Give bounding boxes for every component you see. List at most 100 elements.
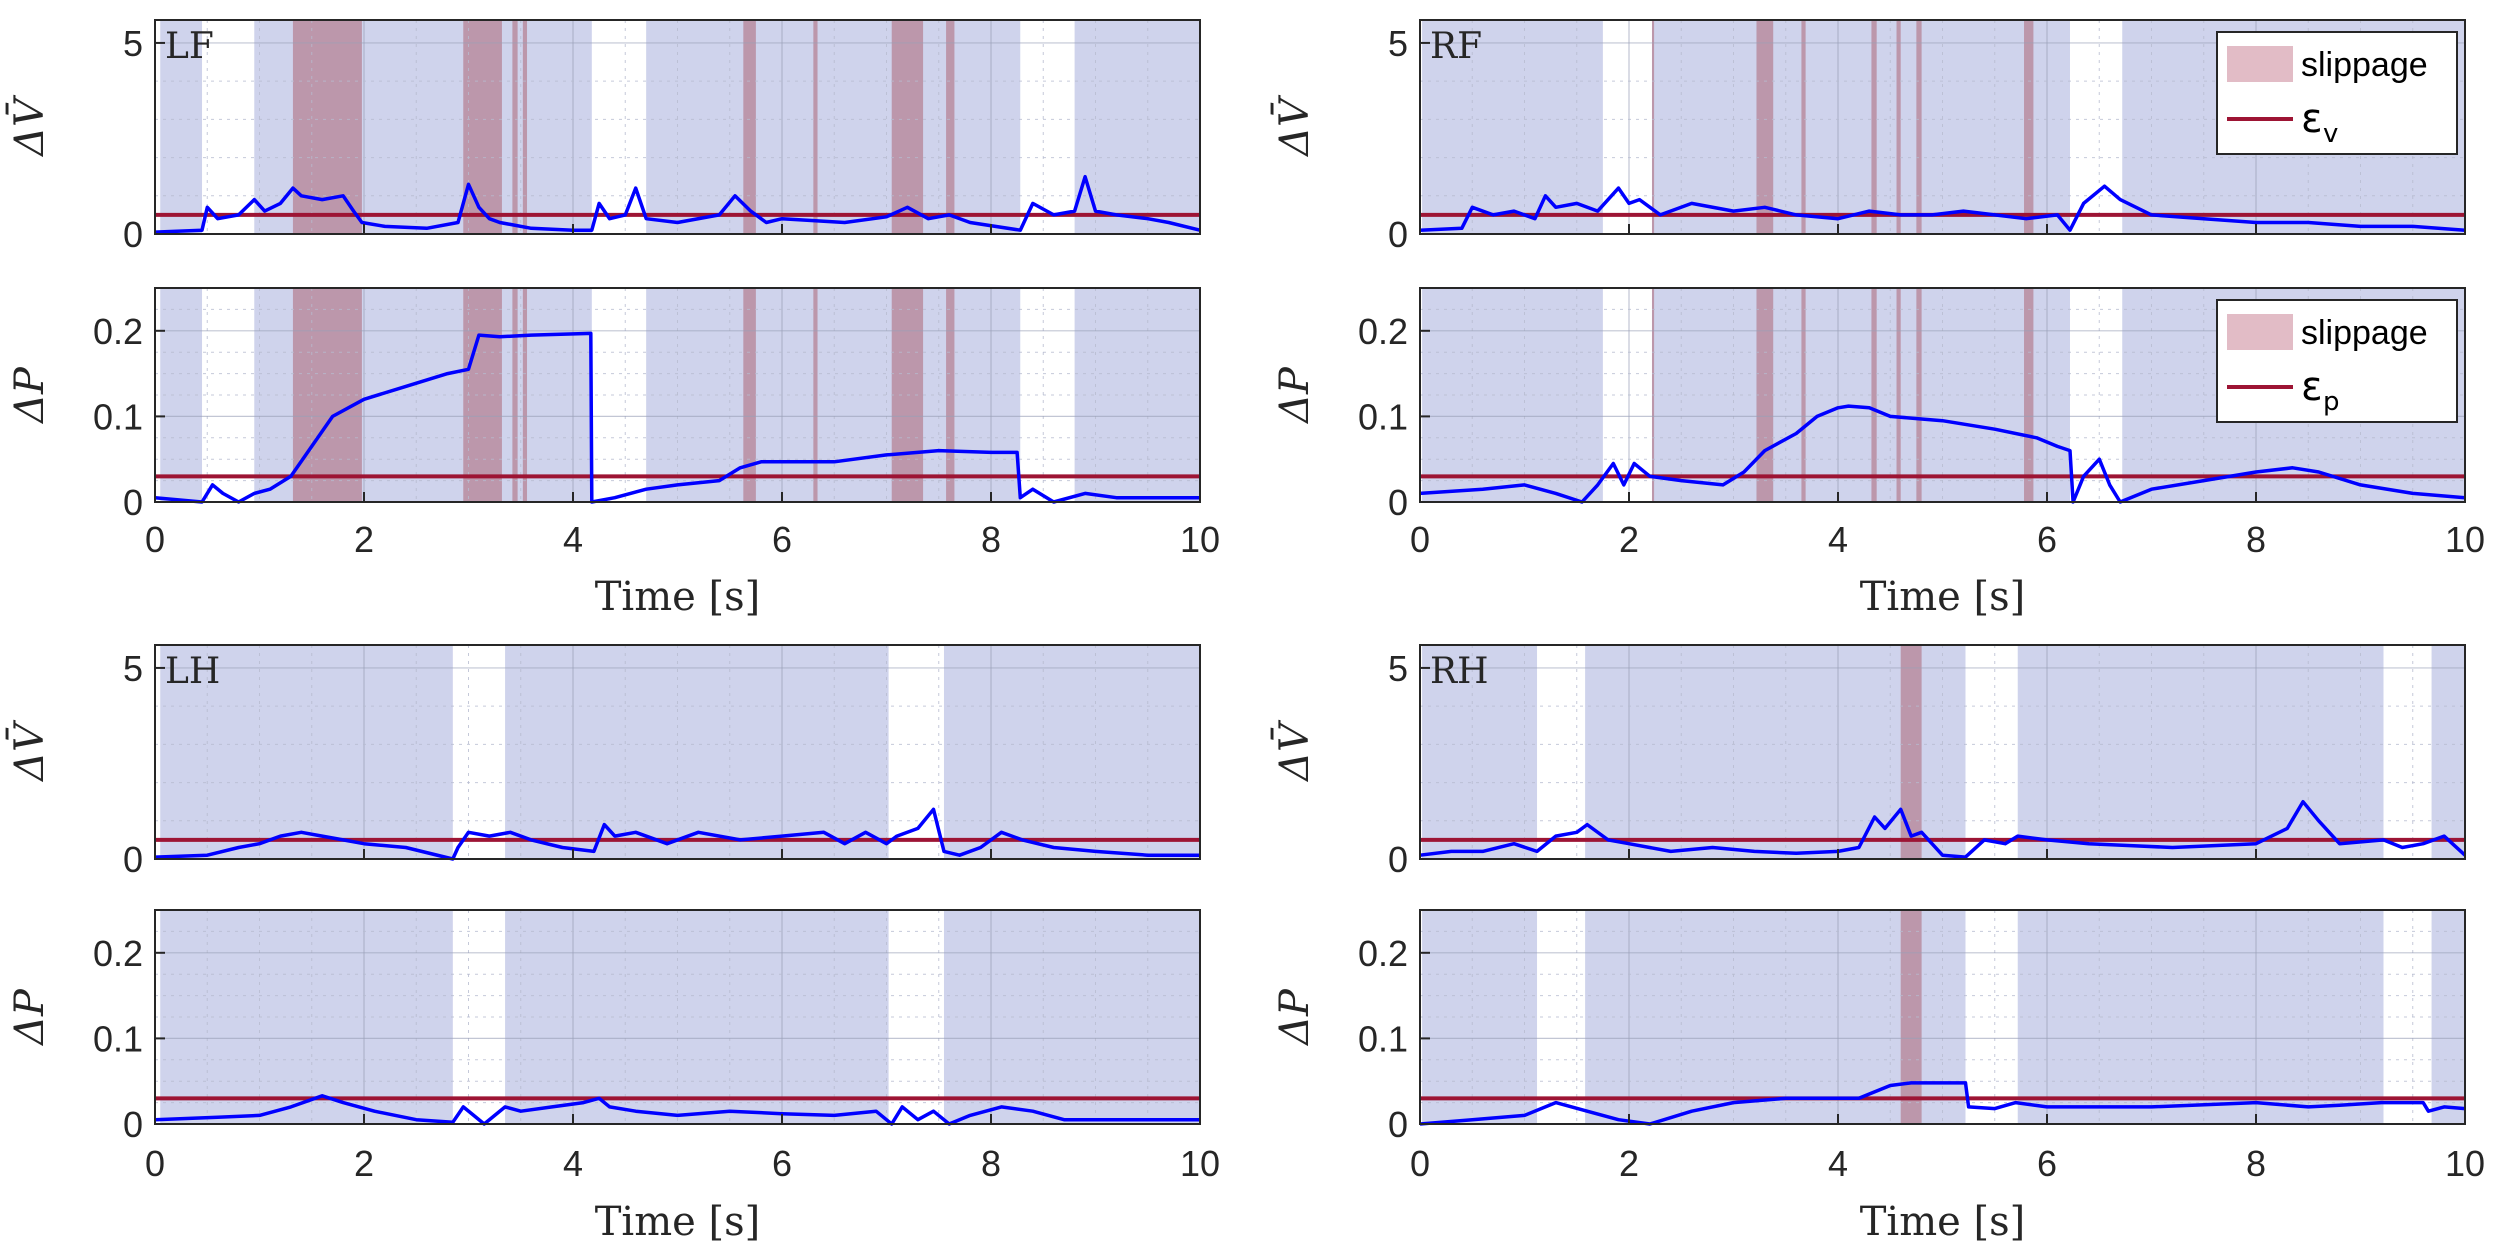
axes-frame bbox=[154, 644, 1201, 860]
axes-lf-bottom: 0 2 4 6 8 10 0 0.1 0.2 ΔP bbox=[7, 287, 1220, 560]
x-tick-label: 8 bbox=[981, 1143, 1001, 1184]
panel-lf: 0 5 ΔV̄ LF 0 2 4 6 8 10 0 0.1 0.2 ΔP Time [s] bbox=[6, 19, 1220, 620]
x-tick-label: 10 bbox=[2445, 519, 2485, 560]
slippage-band bbox=[1651, 20, 1655, 234]
axes-frame bbox=[1419, 909, 2466, 1125]
x-tick-label: 8 bbox=[2246, 1143, 2266, 1184]
signal-line bbox=[1419, 404, 2466, 504]
legend-epsilon-symbol: ε bbox=[2301, 364, 2323, 410]
slippage-band bbox=[1896, 288, 1901, 502]
axes-rf-bottom: 0 2 4 6 8 10 0 0.1 0.2 ΔP slippage ε p bbox=[1272, 287, 2485, 560]
axes-frame bbox=[1419, 287, 2466, 503]
y-tick-label: 0.1 bbox=[1358, 1018, 1408, 1059]
y-tick-label: 0.1 bbox=[93, 1018, 143, 1059]
slippage-band bbox=[891, 20, 924, 234]
axes-lf-top: 0 5 ΔV̄ LF bbox=[6, 19, 1201, 255]
signal-line bbox=[154, 807, 1200, 861]
axes-frame bbox=[154, 19, 1201, 235]
legend-epsilon-symbol: ε bbox=[2301, 96, 2323, 142]
leg-label: RF bbox=[1430, 26, 1482, 67]
y-tick-label: 5 bbox=[123, 23, 143, 64]
axes-lh-top: 0 5 ΔV̄ LH bbox=[6, 644, 1201, 880]
y-tick-label: 0 bbox=[1388, 214, 1408, 255]
x-axis-label: Time [s] bbox=[595, 1199, 761, 1245]
stance-phase-band bbox=[505, 645, 889, 859]
x-tick-label: 10 bbox=[1180, 1143, 1220, 1184]
axes-rh-top: 0 5 ΔV̄ RH bbox=[1271, 644, 2467, 880]
legend: slippage ε p bbox=[2216, 299, 2458, 423]
y-tick-label: 0 bbox=[123, 1104, 143, 1145]
x-axis-label: Time [s] bbox=[1860, 1199, 2026, 1245]
legend: slippage ε v bbox=[2216, 31, 2458, 155]
leg-label: LH bbox=[165, 651, 220, 692]
slippage-band bbox=[1916, 20, 1922, 234]
x-tick-label: 10 bbox=[1180, 519, 1220, 560]
signal-line bbox=[154, 1094, 1200, 1126]
legend-epsilon-subscript: v bbox=[2323, 119, 2338, 149]
stance-phase-band bbox=[2431, 645, 2465, 859]
slippage-band bbox=[1756, 20, 1774, 234]
signal-line bbox=[1419, 1081, 2466, 1126]
axes-frame bbox=[1419, 644, 2466, 860]
y-tick-label: 0 bbox=[123, 214, 143, 255]
y-axis-label: ΔP bbox=[7, 366, 53, 425]
slippage-band bbox=[813, 20, 818, 234]
y-tick-label: 5 bbox=[123, 648, 143, 689]
y-tick-label: 0 bbox=[123, 482, 143, 523]
legend-epsilon-subscript: p bbox=[2323, 387, 2340, 417]
stance-phase-band bbox=[1651, 20, 2070, 234]
x-tick-label: 6 bbox=[772, 1143, 792, 1184]
leg-label: LF bbox=[165, 26, 214, 67]
slippage-band bbox=[813, 288, 818, 502]
x-tick-label: 4 bbox=[563, 519, 583, 560]
y-tick-label: 0.2 bbox=[1358, 311, 1408, 352]
legend-slippage-label: slippage bbox=[2301, 46, 2428, 84]
x-tick-label: 4 bbox=[1828, 1143, 1848, 1184]
slippage-band bbox=[1896, 20, 1901, 234]
slippage-band bbox=[1871, 288, 1877, 502]
slippage-band bbox=[1900, 645, 1922, 859]
legend-slippage-swatch bbox=[2227, 314, 2293, 350]
axes-rf-top: 0 5 ΔV̄ RF slippage ε v bbox=[1271, 19, 2466, 255]
x-tick-label: 10 bbox=[2445, 1143, 2485, 1184]
slippage-band bbox=[1871, 20, 1877, 234]
axes-frame bbox=[154, 287, 1201, 503]
y-tick-label: 0.2 bbox=[1358, 933, 1408, 974]
y-axis-label: ΔV̄ bbox=[1271, 94, 1318, 158]
leg-label: RH bbox=[1430, 651, 1489, 692]
y-axis-label: ΔV̄ bbox=[1271, 719, 1318, 783]
x-tick-label: 0 bbox=[145, 519, 165, 560]
slippage-band bbox=[292, 20, 362, 234]
x-tick-label: 0 bbox=[145, 1143, 165, 1184]
legend-slippage-label: slippage bbox=[2301, 314, 2428, 352]
x-tick-label: 2 bbox=[354, 519, 374, 560]
signal-line bbox=[154, 174, 1201, 234]
legend-slippage-swatch bbox=[2227, 46, 2293, 82]
x-tick-label: 0 bbox=[1410, 519, 1430, 560]
x-tick-label: 0 bbox=[1410, 1143, 1430, 1184]
x-tick-label: 6 bbox=[772, 519, 792, 560]
stance-phase-band bbox=[646, 20, 1021, 234]
signal-line bbox=[1419, 184, 2466, 232]
y-tick-label: 0.2 bbox=[93, 933, 143, 974]
panel-lh: 0 5 ΔV̄ LH 0 2 4 6 8 10 0 0.1 0.2 ΔP Time [s] bbox=[6, 644, 1220, 1245]
axes-frame bbox=[154, 909, 1201, 1125]
x-tick-label: 6 bbox=[2037, 519, 2057, 560]
x-axis-label: Time [s] bbox=[1860, 574, 2026, 620]
x-tick-label: 4 bbox=[1828, 519, 1848, 560]
slippage-band bbox=[1801, 288, 1806, 502]
x-axis-label: Time [s] bbox=[595, 574, 761, 620]
y-tick-label: 0 bbox=[1388, 482, 1408, 523]
y-tick-label: 5 bbox=[1388, 23, 1408, 64]
axes-rh-bottom: 0 2 4 6 8 10 0 0.1 0.2 ΔP bbox=[1272, 909, 2485, 1184]
slippage-band bbox=[463, 20, 502, 234]
y-tick-label: 0.1 bbox=[93, 396, 143, 437]
axes-lh-bottom: 0 2 4 6 8 10 0 0.1 0.2 ΔP bbox=[7, 909, 1220, 1184]
stance-phase-band bbox=[160, 645, 453, 859]
x-tick-label: 8 bbox=[981, 519, 1001, 560]
slippage-band bbox=[522, 20, 528, 234]
slippage-band bbox=[946, 288, 955, 502]
y-axis-label: ΔV̄ bbox=[6, 719, 53, 783]
